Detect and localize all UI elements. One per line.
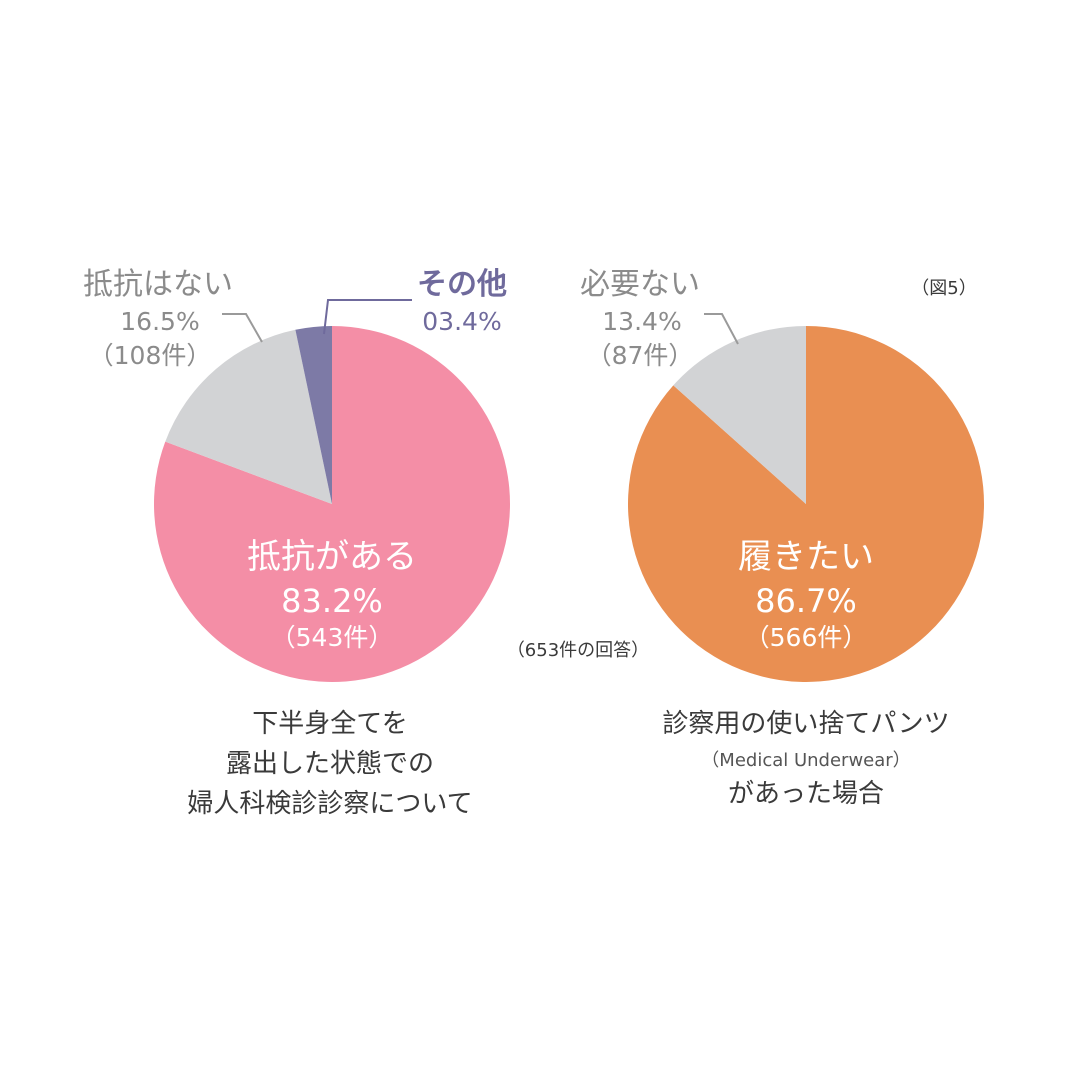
pie2-caption-line-2: （Medical Underwear）	[701, 750, 910, 771]
slice-count-resistance: （543件）	[271, 623, 394, 652]
pie1-slice-1	[165, 329, 332, 504]
leader-line-other	[323, 299, 412, 335]
pie2-caption-line-1: 診察用の使い捨てパンツ	[662, 709, 949, 739]
pie2-slice-1	[673, 326, 806, 504]
slice-label-not-needed: 必要ない	[580, 267, 700, 302]
pie1-slice-2	[295, 326, 332, 504]
leader-line-not-needed	[704, 313, 739, 345]
slice-percent-no-resistance: 16.5%	[120, 307, 199, 336]
total-responses-note: （653件の回答）	[507, 640, 649, 661]
pie1-caption-line-1: 下半身全てを	[252, 709, 407, 739]
slice-label-no-resistance: 抵抗はない	[83, 267, 233, 302]
slice-percent-other: 03.4%	[422, 307, 501, 336]
leader-line-no-resistance	[222, 313, 263, 343]
slice-count-want-to-wear: （566件）	[745, 623, 868, 652]
pie2-caption-line-3: があった場合	[728, 779, 884, 809]
slice-label-want-to-wear: 履きたい	[738, 537, 874, 577]
slice-count-no-resistance: （108件）	[89, 341, 212, 370]
pie-chart-exam-resistance: 抵抗はない 16.5% （108件） その他 03.4% 抵抗がある 83.2%…	[83, 267, 511, 819]
slice-percent-not-needed: 13.4%	[602, 307, 681, 336]
pie1-caption-line-3: 婦人科検診診察について	[187, 789, 472, 819]
slice-label-resistance: 抵抗がある	[247, 537, 417, 577]
figure-label: （図5）	[911, 278, 976, 299]
pie1-caption-line-2: 露出した状態での	[226, 749, 434, 779]
slice-percent-want-to-wear: 86.7%	[755, 582, 857, 620]
slice-percent-resistance: 83.2%	[281, 582, 383, 620]
pie-chart-medical-underwear: 必要ない 13.4% （87件） 履きたい 86.7% （566件） 診察用の使…	[580, 267, 984, 809]
slice-count-not-needed: （87件）	[587, 341, 694, 370]
slice-label-other: その他	[417, 267, 507, 302]
